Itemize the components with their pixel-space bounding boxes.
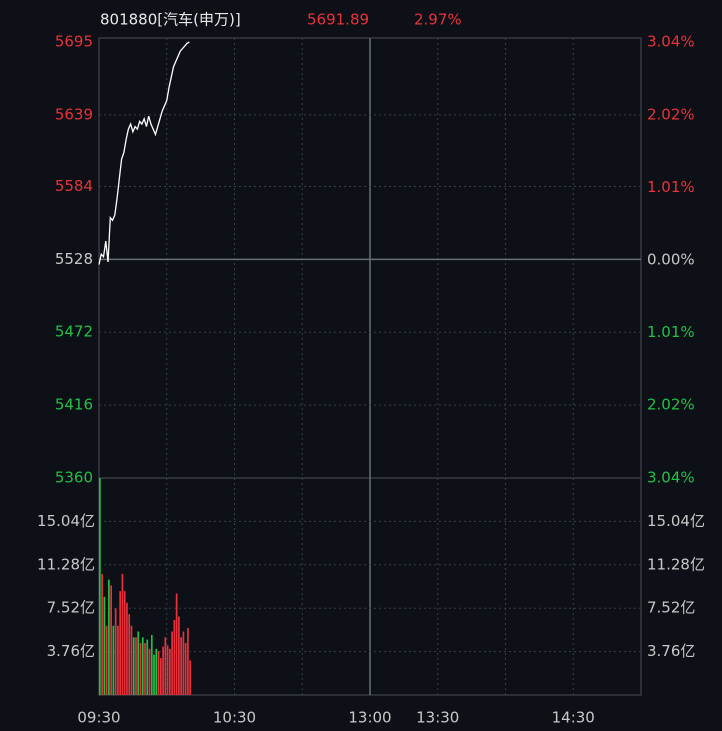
x-tick-label: 10:30	[213, 709, 256, 727]
volume-bar	[159, 658, 162, 695]
volume-bar	[148, 648, 151, 695]
y2-tick-label: 2.02%	[647, 106, 695, 124]
volume-bar	[121, 573, 124, 695]
volume-tick-label-right: 7.52亿	[647, 599, 695, 617]
volume-bar	[187, 628, 189, 695]
volume-tick-label: 7.52亿	[47, 599, 95, 617]
volume-bar	[108, 579, 110, 695]
volume-tick-label: 15.04亿	[37, 512, 95, 530]
volume-bar	[128, 614, 131, 695]
x-tick-label: 13:00	[348, 709, 391, 727]
volume-bar	[171, 631, 173, 695]
chart-title: 801880[汽车(申万)]	[100, 11, 241, 29]
volume-tick-label: 3.76亿	[47, 642, 95, 660]
y-tick-label: 5584	[55, 177, 93, 195]
y-tick-label: 5416	[55, 396, 93, 414]
y2-tick-label: 1.01%	[647, 323, 695, 341]
volume-bar	[184, 643, 187, 695]
x-tick-label: 13:30	[416, 709, 459, 727]
change-pct: 2.97%	[414, 11, 462, 29]
y-tick-label: 5695	[55, 33, 93, 51]
volume-bar	[137, 631, 140, 695]
volume-bar	[169, 648, 171, 695]
y-tick-label: 5528	[55, 250, 93, 268]
y2-tick-label: 3.04%	[647, 469, 695, 487]
volume-bar	[126, 602, 128, 695]
price-line	[98, 41, 190, 265]
volume-bar	[114, 608, 117, 695]
volume-bar	[99, 478, 101, 695]
y-tick-label: 5472	[55, 323, 93, 341]
volume-bar	[110, 585, 112, 695]
y2-tick-label: 0.00%	[647, 251, 695, 269]
volume-tick-label-right: 11.28亿	[647, 555, 705, 573]
volume-tick-label-right: 3.76亿	[647, 642, 695, 660]
volume-bar	[132, 637, 135, 695]
volume-bar	[105, 625, 108, 695]
volume-bar	[123, 591, 126, 695]
last-price: 5691.89	[307, 11, 369, 29]
volume-bar	[144, 643, 146, 695]
x-tick-label: 14:30	[552, 709, 595, 727]
y2-tick-label: 2.02%	[647, 395, 695, 413]
y2-tick-label: 3.04%	[647, 33, 695, 51]
y-tick-label: 5639	[55, 105, 93, 123]
volume-bar	[162, 646, 164, 695]
volume-bar	[166, 645, 169, 695]
x-tick-label: 09:30	[77, 709, 120, 727]
volume-bar	[189, 660, 192, 695]
volume-bar	[135, 637, 137, 695]
volume-bar	[150, 634, 153, 695]
volume-bar	[141, 637, 144, 695]
volume-bar	[157, 651, 160, 695]
y-tick-label: 5360	[55, 469, 93, 487]
volume-bar	[101, 573, 103, 695]
volume-tick-label-right: 15.04亿	[647, 512, 705, 530]
volume-bar	[153, 654, 155, 695]
volume-bar	[119, 591, 122, 695]
volume-bar	[139, 643, 142, 695]
volume-bar	[164, 637, 167, 695]
volume-bar	[173, 619, 176, 695]
volume-bar	[112, 625, 115, 695]
volume-bar	[103, 596, 106, 695]
volume-bar	[182, 631, 185, 695]
volume-bar	[175, 593, 178, 695]
volume-bar	[155, 648, 158, 695]
y2-tick-label: 1.01%	[647, 178, 695, 196]
volume-bar	[146, 639, 149, 695]
volume-tick-label: 11.28亿	[37, 555, 95, 573]
volume-bar	[130, 625, 133, 695]
volume-bar	[178, 616, 180, 695]
volume-bar	[180, 637, 182, 695]
volume-bar	[117, 625, 119, 695]
